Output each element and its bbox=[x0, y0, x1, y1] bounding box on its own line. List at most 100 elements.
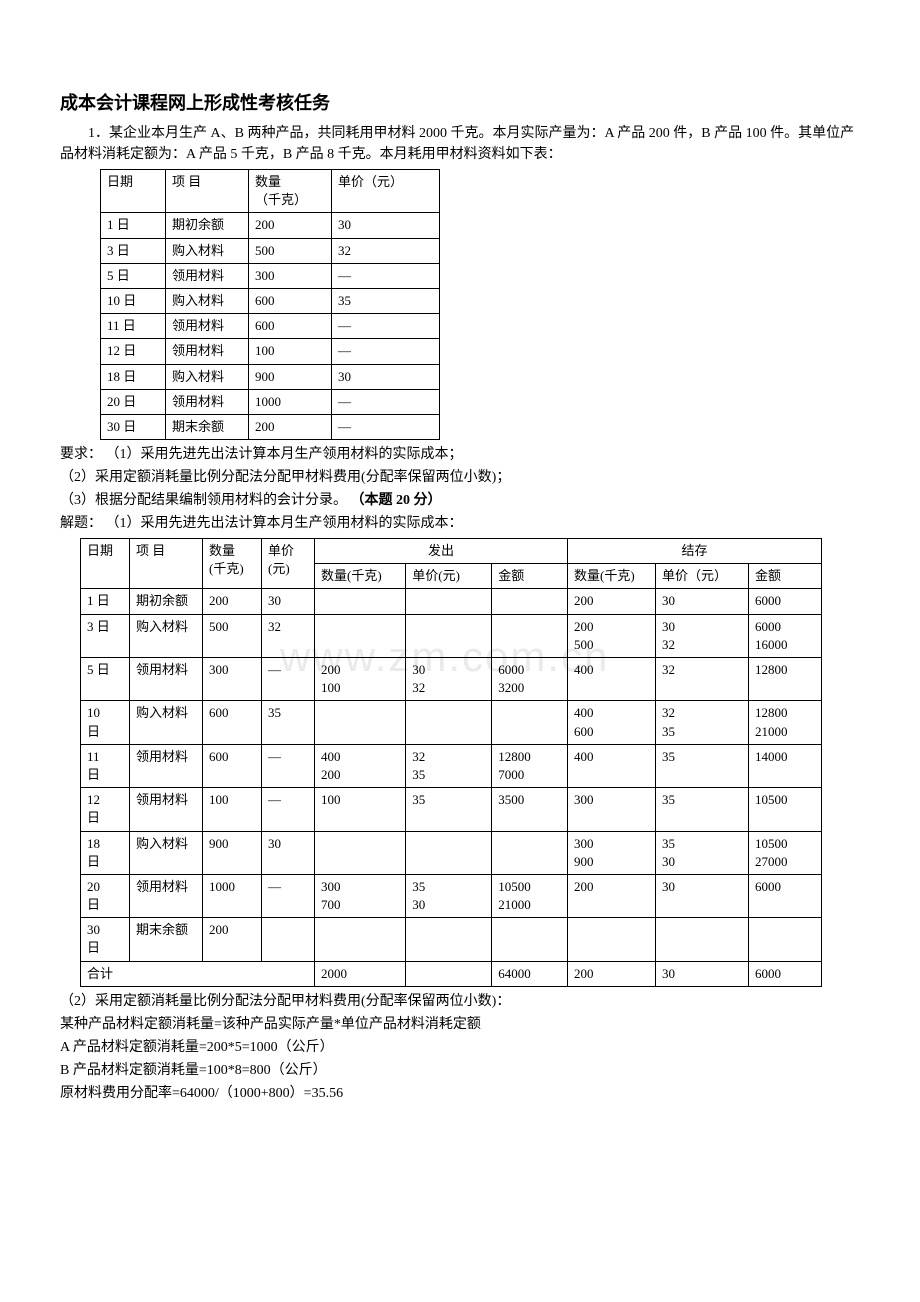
table-cell: 30 bbox=[656, 589, 749, 614]
table-cell: 200 bbox=[568, 589, 656, 614]
table-cell: 32 35 bbox=[406, 744, 492, 787]
table-cell: — bbox=[332, 389, 440, 414]
table-cell bbox=[656, 918, 749, 961]
table-cell: 35 bbox=[656, 744, 749, 787]
t2-h-bamt: 金额 bbox=[749, 564, 822, 589]
table-cell bbox=[315, 918, 406, 961]
t2-h-date: 日期 bbox=[81, 539, 130, 589]
table-cell: 领用材料 bbox=[166, 339, 249, 364]
req3-score: （本题 20 分） bbox=[351, 493, 442, 508]
table-cell bbox=[492, 701, 568, 744]
req3: （3）根据分配结果编制领用材料的会计分录。 （本题 20 分） bbox=[60, 490, 860, 511]
table-cell: 30 bbox=[332, 364, 440, 389]
table-cell: 领用材料 bbox=[166, 389, 249, 414]
table-row: 20 日领用材料1000— bbox=[101, 389, 440, 414]
table-row: 10 日购入材料60035400 60032 3512800 21000 bbox=[81, 701, 822, 744]
table-cell: 30 bbox=[262, 831, 315, 874]
table-cell: 300 900 bbox=[568, 831, 656, 874]
t2-h-bqty: 数量(千克) bbox=[568, 564, 656, 589]
table-cell: 35 bbox=[406, 788, 492, 831]
table-cell: 200 bbox=[203, 589, 262, 614]
table-cell: 领用材料 bbox=[130, 874, 203, 917]
table-cell: 1000 bbox=[203, 874, 262, 917]
table-cell: 6000 3200 bbox=[492, 658, 568, 701]
table-cell: 35 bbox=[332, 288, 440, 313]
table-cell: — bbox=[332, 339, 440, 364]
t2-total-oq: 2000 bbox=[315, 961, 406, 986]
t2-total-bq: 200 bbox=[568, 961, 656, 986]
table-cell: 300 bbox=[568, 788, 656, 831]
table-cell: — bbox=[262, 744, 315, 787]
table-row: 10 日购入材料60035 bbox=[101, 288, 440, 313]
table-cell: 200 bbox=[203, 918, 262, 961]
table-cell: 200 100 bbox=[315, 658, 406, 701]
table-cell: 100 bbox=[249, 339, 332, 364]
table-cell: 14000 bbox=[749, 744, 822, 787]
table-cell: 1 日 bbox=[101, 213, 166, 238]
t2-h-bprice: 单价（元） bbox=[656, 564, 749, 589]
table-cell: 600 bbox=[249, 288, 332, 313]
table-row: 30 日期末余额200 bbox=[81, 918, 822, 961]
req2: （2）采用定额消耗量比例分配法分配甲材料费用(分配率保留两位小数)； bbox=[60, 467, 860, 488]
table-cell bbox=[406, 589, 492, 614]
table-cell: 11 日 bbox=[101, 314, 166, 339]
table-row: 1 日期初余额20030 bbox=[101, 213, 440, 238]
t2-total-ba: 6000 bbox=[749, 961, 822, 986]
req3-text: （3）根据分配结果编制领用材料的会计分录。 bbox=[60, 493, 351, 508]
table-row: 11 日领用材料600—400 20032 3512800 7000400351… bbox=[81, 744, 822, 787]
table-cell: 6000 16000 bbox=[749, 614, 822, 657]
req1: （1）采用先进先出法计算本月生产领用材料的实际成本； bbox=[106, 447, 463, 462]
table-row: 1 日期初余额20030200306000 bbox=[81, 589, 822, 614]
table-cell: 100 bbox=[315, 788, 406, 831]
table-cell: 3 日 bbox=[101, 238, 166, 263]
table-cell: 30 32 bbox=[656, 614, 749, 657]
calc1: 某种产品材料定额消耗量=该种产品实际产量*单位产品材料消耗定额 bbox=[60, 1014, 860, 1035]
table-row: 30 日期末余额200— bbox=[101, 414, 440, 439]
table-cell: 10500 21000 bbox=[492, 874, 568, 917]
table-cell: 12 日 bbox=[101, 339, 166, 364]
table-cell: 30 日 bbox=[101, 414, 166, 439]
table-cell: 期末余额 bbox=[130, 918, 203, 961]
t2-h-oamt: 金额 bbox=[492, 564, 568, 589]
table-cell bbox=[315, 589, 406, 614]
table-cell bbox=[568, 918, 656, 961]
table-cell: 200 bbox=[568, 874, 656, 917]
table-cell: 5 日 bbox=[81, 658, 130, 701]
table-cell: 购入材料 bbox=[130, 701, 203, 744]
table-cell: 购入材料 bbox=[166, 364, 249, 389]
table-cell bbox=[406, 701, 492, 744]
table-row: 18 日购入材料90030300 90035 3010500 27000 bbox=[81, 831, 822, 874]
table-cell: 18 日 bbox=[101, 364, 166, 389]
table-cell: 30 bbox=[656, 874, 749, 917]
t2-total-oa: 64000 bbox=[492, 961, 568, 986]
table-cell: 30 bbox=[332, 213, 440, 238]
table-cell: 900 bbox=[203, 831, 262, 874]
table-cell: 1 日 bbox=[81, 589, 130, 614]
table-row: 20 日领用材料1000—300 70035 3010500 210002003… bbox=[81, 874, 822, 917]
table-cell: 32 35 bbox=[656, 701, 749, 744]
table-cell: 5 日 bbox=[101, 263, 166, 288]
table-cell: 3 日 bbox=[81, 614, 130, 657]
table-cell: 领用材料 bbox=[130, 744, 203, 787]
calc3: B 产品材料定额消耗量=100*8=800（公斤） bbox=[60, 1060, 860, 1081]
table-cell: 200 500 bbox=[568, 614, 656, 657]
table-cell: 12800 7000 bbox=[492, 744, 568, 787]
table-cell: 期末余额 bbox=[166, 414, 249, 439]
table-cell: — bbox=[332, 314, 440, 339]
table-cell: 12800 21000 bbox=[749, 701, 822, 744]
table-row: 5 日领用材料300—200 10030 326000 320040032128… bbox=[81, 658, 822, 701]
table-row: 18 日购入材料90030 bbox=[101, 364, 440, 389]
table-cell: 30 日 bbox=[81, 918, 130, 961]
solve-line1: 解题： （1）采用先进先出法计算本月生产领用材料的实际成本： bbox=[60, 513, 860, 534]
table-cell bbox=[262, 918, 315, 961]
table-cell: 32 bbox=[332, 238, 440, 263]
table-cell: 600 bbox=[203, 701, 262, 744]
intro-text: 1．某企业本月生产 A、B 两种产品，共同耗用甲材料 2000 千克。本月实际产… bbox=[60, 123, 860, 165]
t1-h-item: 项 目 bbox=[166, 170, 249, 213]
t1-h-price: 单价（元） bbox=[332, 170, 440, 213]
t2-h-out: 发出 bbox=[315, 539, 568, 564]
table-cell: 购入材料 bbox=[166, 288, 249, 313]
table-cell: 1000 bbox=[249, 389, 332, 414]
table-cell: 100 bbox=[203, 788, 262, 831]
table-cell: 10500 bbox=[749, 788, 822, 831]
